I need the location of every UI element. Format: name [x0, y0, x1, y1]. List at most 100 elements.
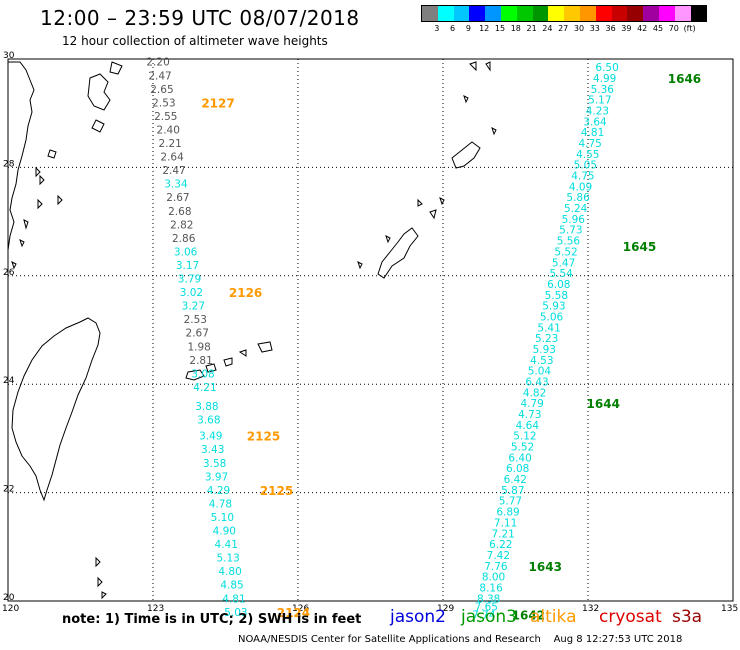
- wave-height-label: 4.75: [571, 171, 594, 183]
- pass-time-label: 2126: [229, 286, 262, 300]
- wave-height-label: 4.82: [523, 387, 546, 399]
- mission-label-altika: altika: [530, 607, 577, 627]
- wave-height-label: 4.78: [209, 498, 232, 510]
- legend-swatch: [500, 6, 517, 21]
- legend-unit: (ft): [683, 24, 696, 33]
- legend-swatch: [437, 6, 454, 21]
- wave-height-label: 7.65: [475, 601, 498, 613]
- wave-height-label: 3.27: [182, 301, 205, 313]
- legend-tick-label: 39: [621, 24, 632, 33]
- wave-height-label: 2.68: [168, 206, 191, 218]
- wave-height-label: 7.21: [491, 528, 514, 540]
- taiwan-coastline: [11, 317, 101, 502]
- wave-height-label: 2.47: [148, 70, 171, 82]
- legend-tick-label: 6: [450, 24, 456, 33]
- wave-height-label: 4.80: [218, 566, 241, 578]
- wave-height-label: 5.54: [549, 268, 573, 280]
- legend-swatch: [690, 6, 707, 21]
- wave-height-label: 4.29: [207, 485, 230, 497]
- wave-height-label: 5.96: [562, 214, 586, 226]
- wave-height-label: 7.11: [494, 517, 517, 529]
- credit-timestamp: Aug 8 12:27:53 UTC 2018: [553, 634, 683, 645]
- lon-tick-label: 120: [2, 604, 19, 614]
- wave-height-label: 3.79: [178, 274, 201, 286]
- wave-height-label: 2.40: [157, 124, 180, 136]
- color-legend: 3 6 9 12 15 18 21 24 27 30 33 36 39 42 45 70 (ft): [421, 5, 708, 34]
- wave-height-label: 4.85: [220, 580, 243, 592]
- pass-time-label: 1642: [512, 609, 545, 623]
- wave-height-label: 6.40: [508, 452, 531, 464]
- lon-tick-label: 129: [437, 604, 454, 614]
- mission-label-s3a: s3a: [672, 607, 703, 627]
- wave-height-label: 2.82: [170, 219, 193, 231]
- wave-height-label: 4.79: [520, 398, 543, 410]
- wave-height-label: 5.17: [588, 95, 611, 107]
- legend-swatch: [453, 6, 470, 21]
- wave-height-label: 2.67: [186, 328, 209, 340]
- wave-height-label: 5.93: [533, 344, 556, 356]
- wave-height-label: 4.09: [569, 181, 592, 193]
- wave-height-label: 3.97: [205, 471, 228, 483]
- pass-time-label: 2127: [201, 96, 234, 110]
- wave-height-label: 5.93: [542, 301, 565, 313]
- pass-time-label: 2125: [260, 484, 293, 498]
- wave-height-label: 5.05: [574, 160, 597, 172]
- legend-swatch: [548, 6, 565, 21]
- zhoushan-islands: [87, 61, 123, 133]
- wave-height-label: 6.08: [547, 279, 570, 291]
- wave-height-label: 8.38: [477, 593, 500, 605]
- legend-tick-label: 45: [652, 24, 664, 33]
- wave-height-label: 6.08: [506, 463, 529, 475]
- wave-height-label: 2.55: [154, 111, 177, 123]
- legend-tick-label: 3: [434, 24, 440, 33]
- wave-height-label: 4.73: [518, 409, 541, 421]
- wave-height-label: 5.13: [216, 553, 239, 565]
- wave-height-label: 5.41: [537, 322, 560, 334]
- wave-height-label: 4.75: [578, 138, 601, 150]
- legend-swatch: [674, 6, 691, 21]
- mission-label-cryosat: cryosat: [599, 607, 662, 627]
- wave-height-label: 3.58: [203, 458, 226, 470]
- graticule: [7, 58, 734, 602]
- wave-height-label: 4.21: [193, 382, 216, 394]
- wave-height-label: 1.98: [187, 341, 210, 353]
- lon-tick-label: 123: [147, 604, 164, 614]
- wave-height-label: 5.86: [566, 192, 590, 204]
- wave-height-label: 2.65: [150, 84, 173, 96]
- okinawa-island: [377, 227, 419, 279]
- wave-height-label: 5.36: [591, 84, 615, 96]
- wave-height-label: 4.81: [222, 593, 245, 605]
- credit-line: NOAA/NESDIS Center for Satellite Applica…: [238, 634, 682, 645]
- wave-height-label: 2.86: [172, 233, 196, 245]
- map-title: 12:00 – 23:59 UTC 08/07/2018: [40, 6, 360, 30]
- legend-labels: 3 6 9 12 15 18 21 24 27 30 33 36 39 42 45 70 (ft): [421, 22, 707, 34]
- wave-height-label: 5.58: [545, 290, 568, 302]
- wave-height-label: 4.41: [215, 539, 238, 551]
- wave-height-label: 2.20: [146, 57, 169, 69]
- wave-height-label: 2.81: [189, 355, 212, 367]
- mainland-coast: [7, 61, 35, 251]
- wave-height-label: 2.21: [158, 138, 181, 150]
- legend-swatches: [421, 5, 708, 22]
- amami-islands: [385, 141, 481, 244]
- legend-swatch: [611, 6, 628, 21]
- wave-height-label: 3.34: [164, 179, 188, 191]
- legend-swatch: [532, 6, 549, 21]
- wave-height-label: 4.55: [576, 149, 599, 161]
- lat-tick-label: 20: [3, 593, 15, 603]
- wave-height-label: 5.77: [499, 496, 522, 508]
- wave-height-label: 2.64: [160, 152, 184, 164]
- legend-tick-label: 12: [479, 24, 490, 33]
- wave-height-label: 8.16: [479, 582, 503, 594]
- wave-height-label: 6.50: [595, 62, 618, 74]
- wave-height-label: 6.43: [525, 376, 548, 388]
- lon-tick-label: 126: [292, 604, 309, 614]
- wave-height-label: 5.73: [559, 225, 582, 237]
- wave-height-label: 2.53: [184, 314, 207, 326]
- wave-height-label: 4.81: [581, 127, 604, 139]
- pass-time-label: 2125: [247, 430, 280, 444]
- wave-height-label: 5.24: [564, 203, 588, 215]
- pass-time-label: 1644: [587, 397, 620, 411]
- wave-height-label: 5.52: [511, 442, 534, 454]
